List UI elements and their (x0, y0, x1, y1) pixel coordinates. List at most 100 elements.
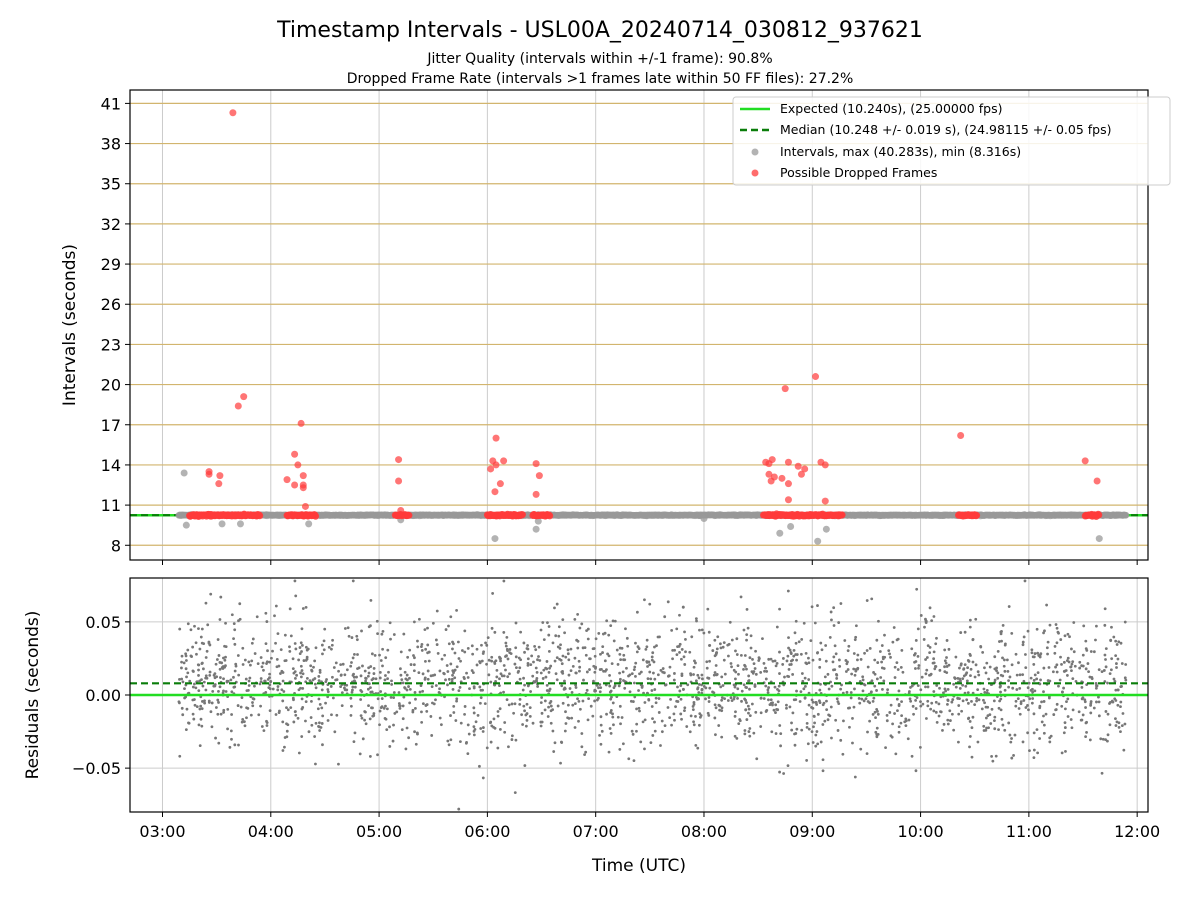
residual-point (683, 630, 686, 634)
residual-point (764, 684, 768, 688)
residual-point (697, 723, 701, 727)
residual-point (787, 646, 790, 650)
dropped-frame-point (301, 502, 309, 510)
residual-point (1115, 666, 1118, 669)
residual-point (1101, 737, 1105, 741)
residual-point (359, 714, 363, 718)
residual-point (375, 619, 379, 623)
residual-point (720, 706, 724, 710)
interval-point (814, 537, 822, 545)
residual-point (1003, 643, 1007, 647)
residual-point (691, 708, 695, 712)
residual-point (576, 697, 579, 701)
residual-point (180, 677, 184, 681)
residual-point (583, 753, 586, 757)
residual-point (564, 655, 568, 659)
residual-point (1068, 635, 1071, 639)
residual-point (352, 675, 356, 679)
residual-point (697, 691, 701, 694)
residual-point (1103, 623, 1107, 627)
residual-point (419, 645, 423, 649)
residual-point (309, 664, 313, 668)
residual-point (1017, 707, 1021, 710)
residual-point (490, 655, 494, 659)
residual-point (779, 744, 782, 748)
residual-point (748, 714, 752, 718)
residual-point (330, 643, 334, 647)
residual-point (639, 670, 643, 674)
residual-point (306, 647, 310, 651)
residual-point (649, 741, 653, 744)
residual-point (327, 645, 331, 649)
residual-point (777, 684, 781, 688)
residual-point (540, 696, 544, 699)
residual-point (1063, 634, 1067, 638)
residual-point (566, 716, 570, 720)
residual-point (976, 740, 980, 744)
residual-point (663, 615, 667, 619)
residual-point (871, 712, 875, 716)
residual-point (449, 615, 453, 619)
residual-point (704, 686, 708, 690)
residual-point (678, 613, 681, 617)
residual-point (825, 708, 829, 712)
residual-point (384, 656, 388, 660)
residual-point (700, 673, 704, 677)
residual-point (630, 672, 634, 676)
residual-point (816, 712, 820, 716)
residual-point (683, 663, 687, 666)
residual-point (1003, 688, 1007, 692)
residual-point (491, 592, 495, 595)
residual-point (914, 698, 918, 702)
residual-point (404, 677, 408, 681)
residual-point (824, 659, 828, 663)
residual-point (1103, 680, 1107, 683)
dropped-frame-point (532, 460, 540, 468)
residual-point (657, 711, 661, 714)
residual-point (672, 678, 676, 682)
residual-point (973, 675, 977, 679)
residual-point (872, 696, 876, 700)
residual-point (512, 711, 516, 715)
residual-point (449, 738, 453, 742)
residual-point (881, 687, 884, 691)
residual-point (681, 605, 685, 609)
residuals-plot: −0.050.000.05 03:00 04:00 05:00 06:00 07:00 0… (23, 577, 1160, 876)
residual-point (208, 643, 212, 647)
residual-point (458, 740, 462, 744)
residual-point (378, 709, 382, 713)
residual-point (1104, 665, 1108, 669)
residual-point (453, 676, 457, 680)
residual-point (508, 648, 512, 651)
residual-point (519, 630, 523, 634)
residual-point (1099, 737, 1103, 741)
residual-point (896, 709, 899, 713)
residual-point (420, 642, 424, 646)
residual-point (891, 722, 895, 726)
residual-point (408, 676, 411, 680)
residual-point (447, 642, 451, 646)
residual-point (331, 675, 334, 679)
residual-point (417, 671, 421, 674)
residual-point (472, 711, 476, 715)
residual-point (1018, 687, 1022, 690)
residual-point (993, 727, 997, 731)
residual-point (405, 673, 409, 677)
residual-point (346, 626, 350, 630)
residual-point (537, 645, 541, 649)
residual-point (700, 677, 704, 681)
dropped-frame-point (297, 419, 305, 427)
residual-point (513, 702, 517, 706)
residual-point (934, 665, 938, 668)
residual-point (667, 674, 671, 678)
residual-point (913, 653, 916, 657)
dropped-frame-point (283, 476, 291, 484)
residual-point (787, 675, 791, 679)
residual-point (274, 641, 277, 645)
residual-point (692, 665, 696, 669)
residual-point (605, 619, 609, 623)
residual-point (935, 684, 939, 687)
residual-point (592, 664, 596, 668)
residual-point (886, 691, 889, 695)
residual-point (1058, 678, 1062, 682)
